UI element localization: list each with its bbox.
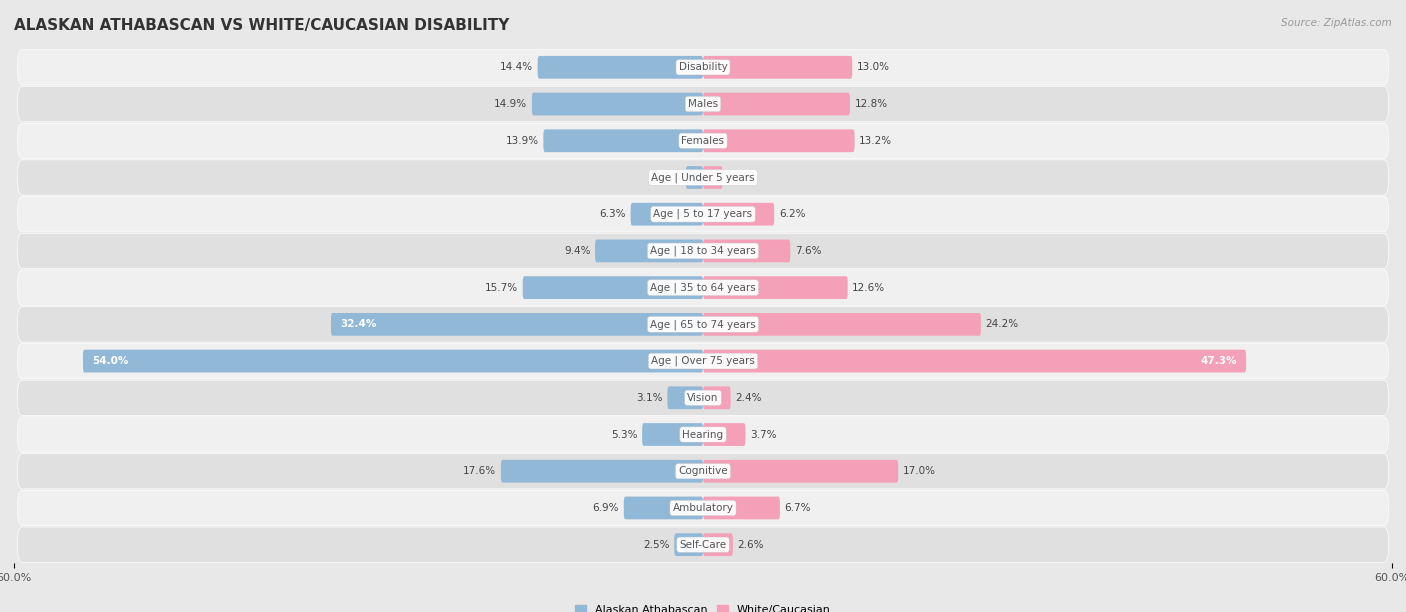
Text: 1.5%: 1.5% — [655, 173, 681, 182]
FancyBboxPatch shape — [17, 380, 1389, 416]
FancyBboxPatch shape — [523, 276, 703, 299]
FancyBboxPatch shape — [703, 386, 731, 409]
FancyBboxPatch shape — [624, 496, 703, 520]
Text: Age | 5 to 17 years: Age | 5 to 17 years — [654, 209, 752, 220]
FancyBboxPatch shape — [703, 276, 848, 299]
FancyBboxPatch shape — [531, 92, 703, 116]
FancyBboxPatch shape — [17, 233, 1389, 269]
FancyBboxPatch shape — [595, 239, 703, 263]
Text: 9.4%: 9.4% — [564, 246, 591, 256]
Text: 5.3%: 5.3% — [612, 430, 637, 439]
Text: 47.3%: 47.3% — [1201, 356, 1237, 366]
Text: 2.4%: 2.4% — [735, 393, 762, 403]
Text: 6.9%: 6.9% — [593, 503, 619, 513]
FancyBboxPatch shape — [83, 349, 703, 373]
Text: Females: Females — [682, 136, 724, 146]
FancyBboxPatch shape — [703, 460, 898, 483]
Text: 2.5%: 2.5% — [643, 540, 669, 550]
Text: Cognitive: Cognitive — [678, 466, 728, 476]
FancyBboxPatch shape — [17, 50, 1389, 85]
FancyBboxPatch shape — [501, 460, 703, 483]
Text: 12.6%: 12.6% — [852, 283, 886, 293]
Text: 2.6%: 2.6% — [738, 540, 763, 550]
Text: Hearing: Hearing — [682, 430, 724, 439]
FancyBboxPatch shape — [17, 270, 1389, 305]
Text: 13.9%: 13.9% — [506, 136, 538, 146]
Text: 12.8%: 12.8% — [855, 99, 887, 109]
FancyBboxPatch shape — [17, 490, 1389, 526]
FancyBboxPatch shape — [703, 56, 852, 79]
Text: Age | 65 to 74 years: Age | 65 to 74 years — [650, 319, 756, 330]
Text: 17.0%: 17.0% — [903, 466, 936, 476]
FancyBboxPatch shape — [17, 527, 1389, 562]
FancyBboxPatch shape — [703, 92, 851, 116]
FancyBboxPatch shape — [543, 129, 703, 152]
Text: 1.7%: 1.7% — [727, 173, 754, 182]
FancyBboxPatch shape — [17, 196, 1389, 232]
Text: Age | Under 5 years: Age | Under 5 years — [651, 172, 755, 183]
FancyBboxPatch shape — [17, 123, 1389, 159]
Text: 6.2%: 6.2% — [779, 209, 806, 219]
FancyBboxPatch shape — [17, 86, 1389, 122]
FancyBboxPatch shape — [17, 160, 1389, 195]
FancyBboxPatch shape — [703, 239, 790, 263]
Text: 24.2%: 24.2% — [986, 319, 1018, 329]
Text: 6.3%: 6.3% — [599, 209, 626, 219]
Text: ALASKAN ATHABASCAN VS WHITE/CAUCASIAN DISABILITY: ALASKAN ATHABASCAN VS WHITE/CAUCASIAN DI… — [14, 18, 509, 34]
Text: 6.7%: 6.7% — [785, 503, 811, 513]
FancyBboxPatch shape — [17, 307, 1389, 342]
Text: Ambulatory: Ambulatory — [672, 503, 734, 513]
Text: 3.1%: 3.1% — [637, 393, 662, 403]
FancyBboxPatch shape — [686, 166, 703, 189]
FancyBboxPatch shape — [17, 453, 1389, 489]
Text: 17.6%: 17.6% — [463, 466, 496, 476]
FancyBboxPatch shape — [330, 313, 703, 336]
Text: Vision: Vision — [688, 393, 718, 403]
FancyBboxPatch shape — [703, 313, 981, 336]
FancyBboxPatch shape — [703, 349, 1246, 373]
Text: Age | Over 75 years: Age | Over 75 years — [651, 356, 755, 367]
FancyBboxPatch shape — [703, 423, 745, 446]
Text: 13.0%: 13.0% — [856, 62, 890, 72]
Text: Disability: Disability — [679, 62, 727, 72]
Text: Self-Care: Self-Care — [679, 540, 727, 550]
FancyBboxPatch shape — [631, 203, 703, 226]
Text: 15.7%: 15.7% — [485, 283, 519, 293]
FancyBboxPatch shape — [703, 496, 780, 520]
Text: 32.4%: 32.4% — [340, 319, 377, 329]
Text: Males: Males — [688, 99, 718, 109]
Text: 54.0%: 54.0% — [93, 356, 128, 366]
FancyBboxPatch shape — [675, 533, 703, 556]
Text: 13.2%: 13.2% — [859, 136, 893, 146]
Text: Age | 35 to 64 years: Age | 35 to 64 years — [650, 282, 756, 293]
Text: 14.9%: 14.9% — [494, 99, 527, 109]
FancyBboxPatch shape — [537, 56, 703, 79]
FancyBboxPatch shape — [703, 166, 723, 189]
Text: 3.7%: 3.7% — [749, 430, 776, 439]
Text: 14.4%: 14.4% — [501, 62, 533, 72]
FancyBboxPatch shape — [668, 386, 703, 409]
FancyBboxPatch shape — [17, 417, 1389, 452]
FancyBboxPatch shape — [643, 423, 703, 446]
FancyBboxPatch shape — [17, 343, 1389, 379]
Text: Age | 18 to 34 years: Age | 18 to 34 years — [650, 245, 756, 256]
Legend: Alaskan Athabascan, White/Caucasian: Alaskan Athabascan, White/Caucasian — [571, 600, 835, 612]
FancyBboxPatch shape — [703, 203, 775, 226]
FancyBboxPatch shape — [703, 129, 855, 152]
Text: 7.6%: 7.6% — [794, 246, 821, 256]
Text: Source: ZipAtlas.com: Source: ZipAtlas.com — [1281, 18, 1392, 28]
FancyBboxPatch shape — [703, 533, 733, 556]
